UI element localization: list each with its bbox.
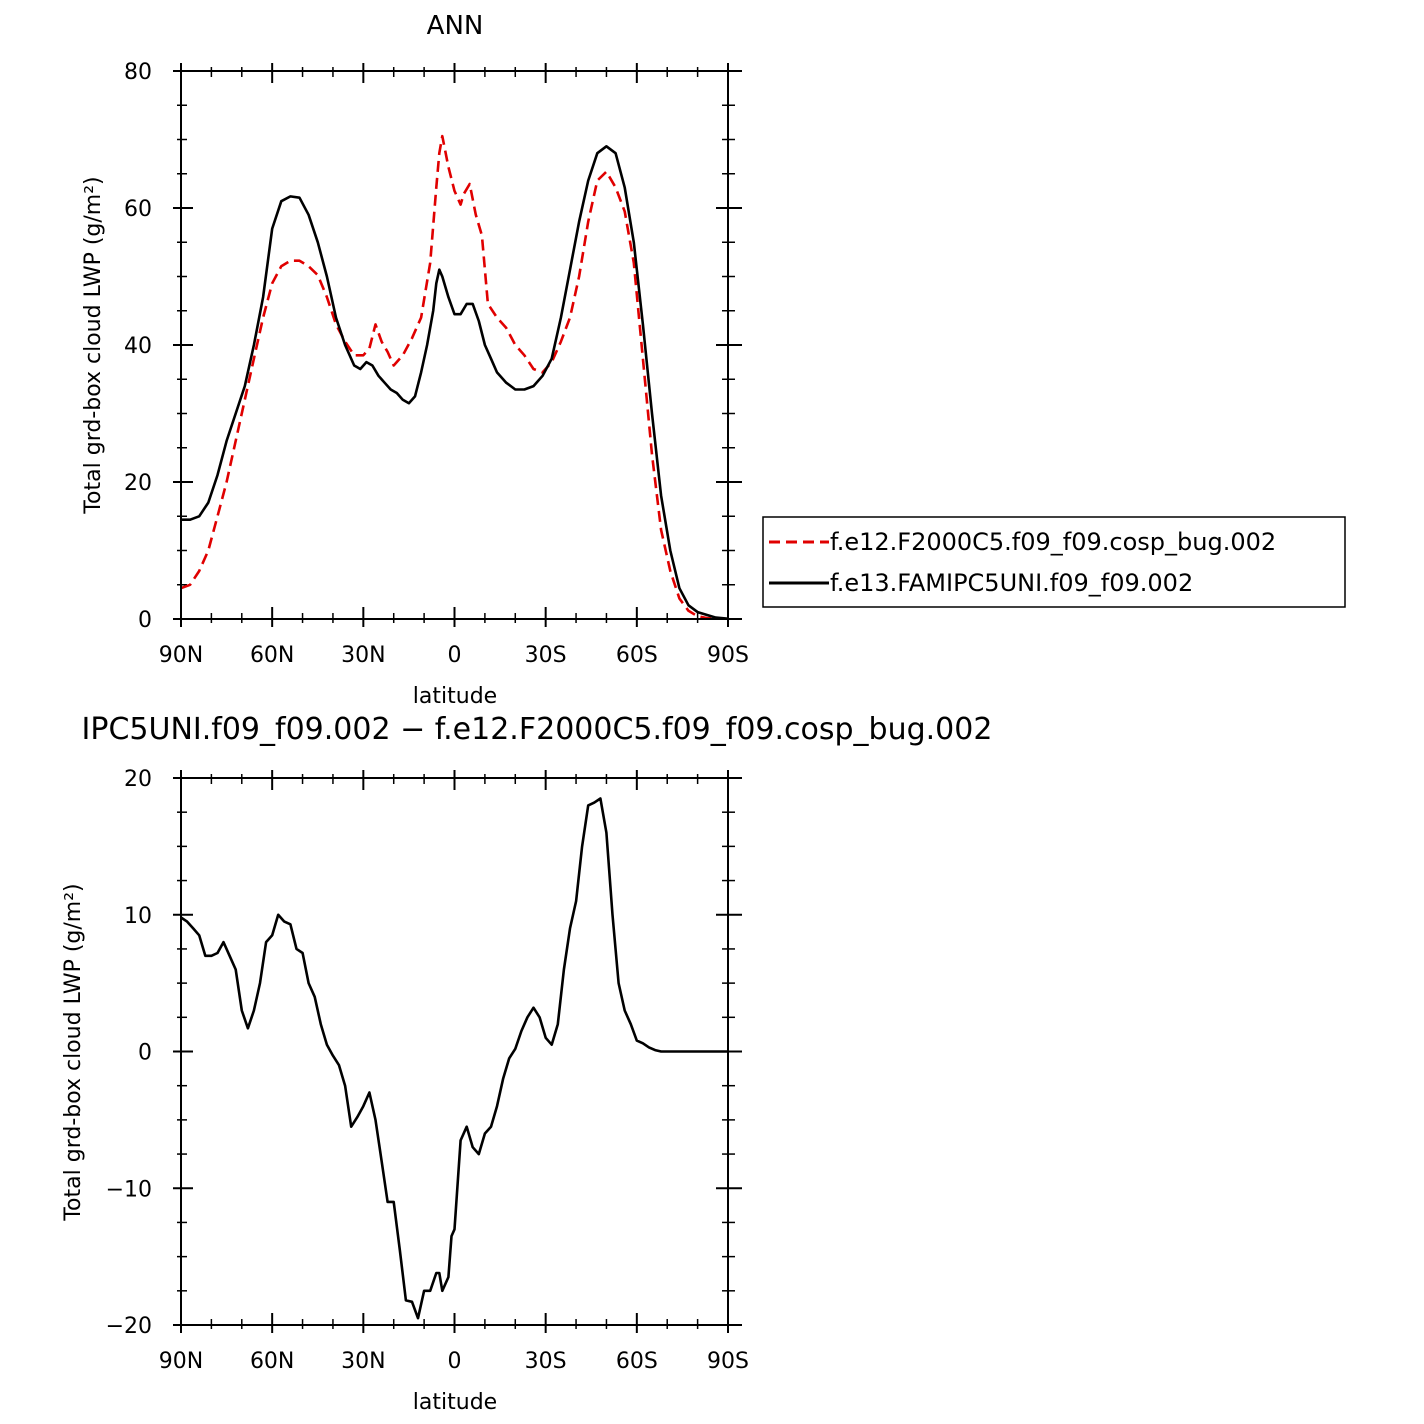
bottom-y-tick-label: −20 (106, 1314, 152, 1339)
bottom-series-line-1 (181, 797, 728, 1320)
legend-label-series-2: f.e13.FAMIPC5UNI.f09_f09.002 (830, 569, 1193, 597)
bottom-x-tick-label: 0 (448, 1349, 462, 1374)
bottom-chart-title: IPC5UNI.f09_f09.002 − f.e12.F2000C5.f09_… (82, 712, 993, 747)
legend-label-series-1: f.e12.F2000C5.f09_f09.cosp_bug.002 (830, 528, 1276, 556)
top-x-tick-label: 0 (448, 643, 462, 668)
bottom-x-tick-label: 90N (159, 1349, 203, 1374)
bottom-x-tick-label: 90S (707, 1349, 749, 1374)
bottom-y-tick-label: 10 (124, 904, 152, 929)
top-series-layer (181, 134, 728, 619)
bottom-y-tick-label: −10 (106, 1177, 152, 1202)
top-x-tick-label: 60S (616, 643, 658, 668)
bottom-x-axis-label: latitude (413, 1390, 497, 1415)
top-x-tick-label: 30N (341, 643, 385, 668)
bottom-y-tick-label: 20 (124, 767, 152, 792)
top-y-tick-label: 60 (124, 197, 152, 222)
top-series-line-2 (181, 145, 728, 619)
bottom-x-tick-label: 30N (341, 1349, 385, 1374)
top-x-tick-label: 90S (707, 643, 749, 668)
bottom-y-tick-label: 0 (138, 1041, 152, 1066)
bottom-x-tick-label: 60N (250, 1349, 294, 1374)
top-series-line-1 (181, 134, 728, 619)
top-y-tick-label: 80 (124, 60, 152, 85)
top-x-tick-label: 60N (250, 643, 294, 668)
bottom-tick-labels: 90N 60N 30N 0 30S 60S 90S −20 −10 0 10 20 (106, 767, 749, 1374)
bottom-panel: IPC5UNI.f09_f09.002 − f.e12.F2000C5.f09_… (61, 712, 992, 1415)
top-gridless-ticks (173, 63, 742, 627)
legend: f.e12.F2000C5.f09_f09.cosp_bug.002 f.e13… (762, 516, 1346, 608)
top-x-tick-label: 30S (525, 643, 567, 668)
top-y-tick-label: 40 (124, 334, 152, 359)
top-tick-labels: 90N 60N 30N 0 30S 60S 90S 0 20 40 60 80 (124, 60, 749, 668)
top-plot-frame (180, 70, 729, 620)
bottom-x-tick-label: 30S (525, 1349, 567, 1374)
bottom-x-tick-label: 60S (616, 1349, 658, 1374)
bottom-plot-frame (180, 777, 729, 1326)
bottom-y-axis-label: Total grd-box cloud LWP (g/m²) (61, 883, 86, 1221)
top-x-tick-label: 90N (159, 643, 203, 668)
top-panel: ANN 90N 60N 30N 0 30S 60S 90S 0 20 40 60 80 latitud… (81, 11, 749, 709)
top-y-tick-label: 0 (138, 608, 152, 633)
top-chart-title: ANN (427, 11, 484, 41)
top-y-tick-label: 20 (124, 471, 152, 496)
bottom-series-layer (181, 797, 728, 1320)
top-x-axis-label: latitude (413, 684, 497, 709)
legend-box (762, 516, 1346, 608)
top-y-axis-label: Total grd-box cloud LWP (g/m²) (81, 176, 106, 514)
